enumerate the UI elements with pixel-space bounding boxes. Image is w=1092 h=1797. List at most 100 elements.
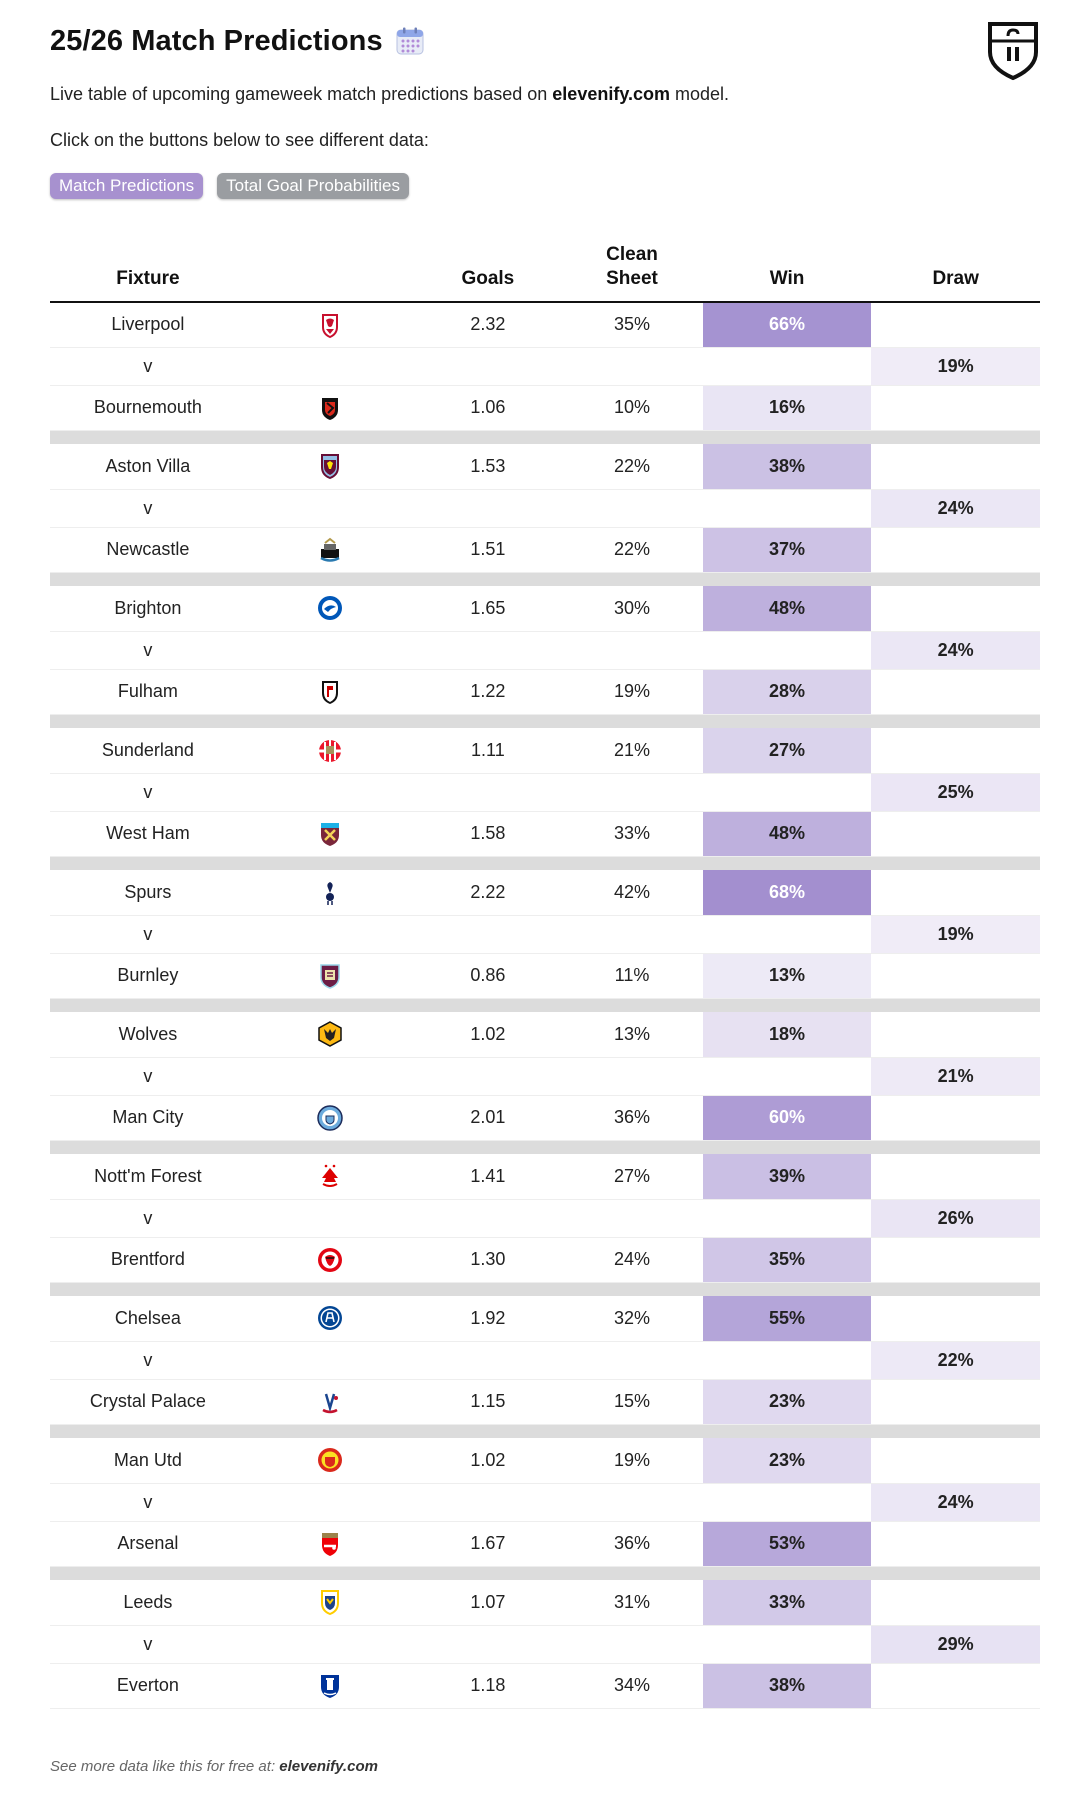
expected-goals: 1.15 <box>414 1379 562 1425</box>
match-predictions-button[interactable]: Match Predictions <box>50 173 204 199</box>
team-name: Chelsea <box>50 1296 246 1342</box>
table-row-team: Leeds 1.07 31% 33% <box>50 1580 1040 1626</box>
table-row-team: Arsenal 1.67 36% 53% <box>50 1521 1040 1567</box>
vs-label: v <box>50 1199 246 1238</box>
table-row-team: Crystal Palace 1.15 15% 23% <box>50 1379 1040 1425</box>
team-name: Brentford <box>50 1237 246 1283</box>
clean-sheet-probability: 36% <box>561 1521 703 1567</box>
clean-sheet-probability: 34% <box>561 1663 703 1709</box>
win-probability: 60% <box>702 1095 872 1141</box>
empty-cell <box>245 773 415 812</box>
expected-goals: 1.65 <box>414 586 562 632</box>
empty-cell <box>702 631 872 670</box>
team-name: Liverpool <box>50 302 246 348</box>
table-row-team: Burnley 0.86 11% 13% <box>50 953 1040 999</box>
table-row-team: Liverpool 2.32 35% 66% <box>50 302 1040 348</box>
empty-cell <box>702 1341 872 1380</box>
empty-cell <box>561 915 703 954</box>
table-row-vs: v 19% <box>50 915 1040 954</box>
footer-site-link[interactable]: elevenify.com <box>279 1758 378 1775</box>
fulham-badge-icon <box>316 678 344 706</box>
spurs-badge-icon <box>316 878 344 906</box>
expected-goals: 1.22 <box>414 669 562 715</box>
empty-cell <box>245 1057 415 1096</box>
table-row-vs: v 24% <box>50 1483 1040 1522</box>
fixture-separator <box>50 430 1040 444</box>
expected-goals: 2.22 <box>414 870 562 916</box>
team-name: Arsenal <box>50 1521 246 1567</box>
man-city-badge-icon <box>316 1104 344 1132</box>
empty-cell <box>414 347 562 386</box>
table-row-vs: v 19% <box>50 347 1040 386</box>
draw-probability: 29% <box>871 1625 1040 1664</box>
everton-badge-icon <box>316 1672 344 1700</box>
empty-cell <box>871 1521 1040 1567</box>
expected-goals: 1.02 <box>414 1012 562 1058</box>
expected-goals: 1.30 <box>414 1237 562 1283</box>
empty-cell <box>702 489 872 528</box>
team-name: Spurs <box>50 870 246 916</box>
west-ham-badge-icon <box>316 820 344 848</box>
badge-cell <box>245 1296 415 1342</box>
column-header-win: Win <box>702 232 872 303</box>
team-name: Man City <box>50 1095 246 1141</box>
vs-label: v <box>50 631 246 670</box>
expected-goals: 0.86 <box>414 953 562 999</box>
column-header-goals: Goals <box>414 232 562 303</box>
draw-probability: 22% <box>871 1341 1040 1380</box>
empty-cell <box>245 347 415 386</box>
subtitle-site-link[interactable]: elevenify.com <box>552 84 671 104</box>
team-name: Everton <box>50 1663 246 1709</box>
empty-cell <box>561 631 703 670</box>
subtitle-text-end: model. <box>670 84 730 104</box>
badge-cell <box>245 1237 415 1283</box>
empty-cell <box>561 1341 703 1380</box>
clean-sheet-probability: 22% <box>561 527 703 573</box>
vs-label: v <box>50 1483 246 1522</box>
table-body: Liverpool 2.32 35% 66% v 19% Bournemouth 1.06 10… <box>50 302 1040 1709</box>
total-goal-probabilities-button[interactable]: Total Goal Probabilities <box>217 173 409 199</box>
clean-sheet-probability: 13% <box>561 1012 703 1058</box>
expected-goals: 1.67 <box>414 1521 562 1567</box>
empty-cell <box>561 1625 703 1664</box>
win-probability: 27% <box>702 728 872 774</box>
empty-cell <box>414 915 562 954</box>
badge-cell <box>245 1521 415 1567</box>
table-row-vs: v 24% <box>50 489 1040 528</box>
badge-cell <box>245 1095 415 1141</box>
arsenal-badge-icon <box>316 1530 344 1558</box>
draw-probability: 25% <box>871 773 1040 812</box>
badge-cell <box>245 953 415 999</box>
draw-probability: 21% <box>871 1057 1040 1096</box>
clean-sheet-probability: 22% <box>561 444 703 490</box>
draw-probability: 24% <box>871 1483 1040 1522</box>
team-name: Sunderland <box>50 728 246 774</box>
empty-cell <box>702 915 872 954</box>
badge-cell <box>245 1012 415 1058</box>
table-row-team: Everton 1.18 34% 38% <box>50 1663 1040 1709</box>
separator-cell <box>50 856 1040 870</box>
clean-sheet-probability: 27% <box>561 1154 703 1200</box>
empty-cell <box>871 1663 1040 1709</box>
team-name: Newcastle <box>50 527 246 573</box>
separator-cell <box>50 1424 1040 1438</box>
empty-cell <box>245 489 415 528</box>
badge-cell <box>245 1663 415 1709</box>
subtitle-text: Live table of upcoming gameweek match pr… <box>50 84 553 104</box>
separator-cell <box>50 1282 1040 1296</box>
nottm-forest-badge-icon <box>316 1162 344 1190</box>
empty-cell <box>871 385 1040 431</box>
expected-goals: 2.01 <box>414 1095 562 1141</box>
team-name: Bournemouth <box>50 385 246 431</box>
win-probability: 13% <box>702 953 872 999</box>
table-row-team: Man City 2.01 36% 60% <box>50 1095 1040 1141</box>
empty-cell <box>871 1012 1040 1058</box>
clean-sheet-probability: 32% <box>561 1296 703 1342</box>
clean-sheet-probability: 19% <box>561 1438 703 1484</box>
table-row-team: Nott'm Forest 1.41 27% 39% <box>50 1154 1040 1200</box>
bournemouth-badge-icon <box>316 394 344 422</box>
sunderland-badge-icon <box>316 736 344 764</box>
team-name: Brighton <box>50 586 246 632</box>
table-row-vs: v 25% <box>50 773 1040 812</box>
empty-cell <box>871 870 1040 916</box>
